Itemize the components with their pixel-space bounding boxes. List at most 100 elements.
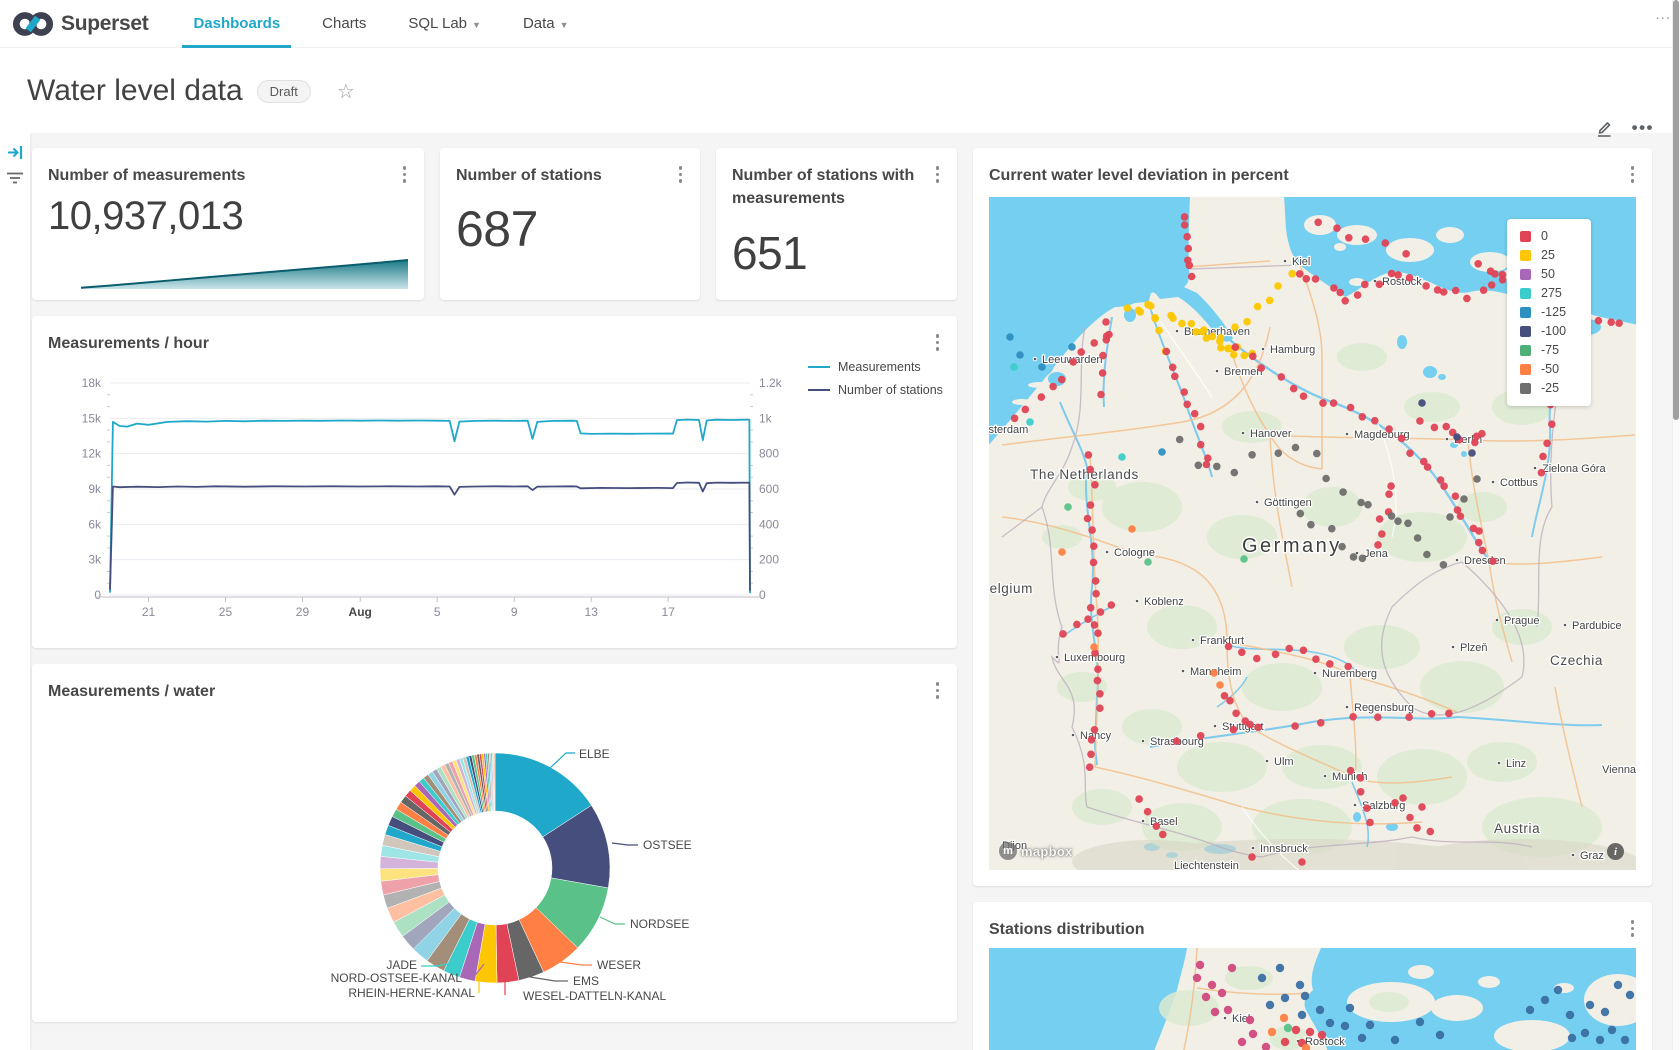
svg-text:Austria: Austria bbox=[1494, 821, 1540, 836]
legend-swatch bbox=[1520, 269, 1531, 280]
svg-text:Czechia: Czechia bbox=[1550, 653, 1603, 668]
svg-text:Vienna: Vienna bbox=[1602, 764, 1636, 776]
chart-kebab-menu-icon[interactable] bbox=[677, 164, 685, 185]
svg-text:Bremen: Bremen bbox=[1224, 366, 1263, 378]
chart-kebab-menu-icon[interactable] bbox=[401, 164, 409, 185]
chart-title: Measurements / hour bbox=[48, 335, 209, 352]
nav-item-data[interactable]: Data ▼ bbox=[522, 15, 569, 32]
svg-text:ELBE: ELBE bbox=[579, 747, 610, 761]
svg-text:Pardubice: Pardubice bbox=[1572, 620, 1622, 632]
nav-item-charts[interactable]: Charts bbox=[322, 15, 367, 32]
chart-title: Stations distribution bbox=[989, 921, 1145, 938]
nav-item-dashboards[interactable]: Dashboards bbox=[172, 0, 301, 48]
legend-label: 50 bbox=[1541, 267, 1555, 281]
svg-text:Plzeň: Plzeň bbox=[1460, 642, 1488, 654]
svg-text:0: 0 bbox=[759, 588, 766, 602]
expand-filters-icon[interactable] bbox=[7, 145, 24, 160]
big-number-value: 687 bbox=[456, 201, 538, 257]
chart-kebab-menu-icon[interactable] bbox=[934, 680, 942, 701]
svg-text:400: 400 bbox=[759, 517, 779, 531]
legend-swatch bbox=[1520, 288, 1531, 299]
line-chart-card: Measurements / hour 0 0 3k 200 6k 400 9k 600 12k… bbox=[32, 316, 957, 648]
svg-text:0: 0 bbox=[94, 588, 101, 602]
map-legend-item: -100 bbox=[1520, 325, 1591, 337]
svg-text:800: 800 bbox=[759, 447, 779, 461]
favorite-star-icon[interactable]: ☆ bbox=[336, 80, 355, 103]
chart-kebab-menu-icon[interactable] bbox=[934, 332, 942, 353]
svg-text:NORD-OSTSEE-KANAL: NORD-OSTSEE-KANAL bbox=[331, 971, 463, 985]
svg-text:Linz: Linz bbox=[1506, 758, 1526, 770]
donut-chart-card: Measurements / water ELBE OSTSEE NORDSEE WE… bbox=[32, 664, 957, 1022]
top-nav: Superset Dashboards Charts SQL Lab ▼ Data… bbox=[0, 0, 1680, 48]
svg-text:RHEIN-HERNE-KANAL: RHEIN-HERNE-KANAL bbox=[348, 986, 475, 1000]
page-scrollbar[interactable] bbox=[1672, 0, 1680, 1050]
mapbox-attribution[interactable]: m mapbox bbox=[999, 842, 1073, 860]
legend-swatch bbox=[1520, 307, 1531, 318]
legend-item[interactable]: Measurements bbox=[808, 360, 943, 374]
svg-text:Kiel: Kiel bbox=[1232, 1013, 1250, 1025]
svg-text:Koblenz: Koblenz bbox=[1144, 596, 1184, 608]
svg-text:Innsbruck: Innsbruck bbox=[1260, 843, 1308, 855]
svg-text:Graz: Graz bbox=[1580, 850, 1604, 862]
svg-text:Jena: Jena bbox=[1364, 548, 1389, 560]
legend-swatch bbox=[808, 365, 830, 369]
filter-list-icon[interactable] bbox=[7, 172, 23, 185]
svg-text:Rostock: Rostock bbox=[1305, 1036, 1345, 1048]
svg-text:EMS: EMS bbox=[573, 974, 599, 988]
deckgl-map[interactable]: Kiel Rostock bbox=[989, 948, 1636, 1050]
chart-legend: Measurements Number of stations bbox=[808, 360, 943, 397]
dashboard-menu-icon[interactable]: ••• bbox=[1631, 118, 1654, 137]
svg-text:Rostock: Rostock bbox=[1382, 276, 1422, 288]
superset-logo[interactable]: Superset bbox=[0, 9, 149, 39]
svg-text:Hamburg: Hamburg bbox=[1270, 344, 1315, 356]
chart-kebab-menu-icon[interactable] bbox=[1629, 164, 1637, 185]
svg-text:9: 9 bbox=[511, 605, 518, 619]
svg-text:21: 21 bbox=[142, 605, 156, 619]
map-legend-item: -125 bbox=[1520, 306, 1591, 318]
svg-text:Zielona Góra: Zielona Góra bbox=[1542, 463, 1606, 475]
legend-label: -75 bbox=[1541, 343, 1560, 357]
legend-swatch bbox=[1520, 345, 1531, 356]
caret-down-icon: ▼ bbox=[472, 19, 481, 30]
svg-text:9k: 9k bbox=[88, 482, 102, 496]
svg-text:Magdeburg: Magdeburg bbox=[1354, 429, 1410, 441]
map-legend-item: 50 bbox=[1520, 267, 1591, 281]
legend-swatch bbox=[808, 388, 830, 392]
mapbox-logo-icon: m bbox=[999, 842, 1017, 860]
svg-text:Amsterdam: Amsterdam bbox=[989, 424, 1028, 436]
svg-text:13: 13 bbox=[585, 605, 599, 619]
svg-text:Frankfurt: Frankfurt bbox=[1200, 635, 1244, 647]
legend-swatch bbox=[1520, 364, 1531, 375]
chart-kebab-menu-icon[interactable] bbox=[934, 164, 942, 185]
legend-item[interactable]: Number of stations bbox=[808, 383, 943, 397]
edit-pencil-icon[interactable] bbox=[1594, 118, 1614, 138]
svg-text:Göttingen: Göttingen bbox=[1264, 497, 1312, 509]
big-number-value: 10,937,013 bbox=[48, 194, 244, 238]
svg-text:Ulm: Ulm bbox=[1274, 756, 1294, 768]
svg-text:200: 200 bbox=[759, 553, 779, 567]
line-chart: 0 0 3k 200 6k 400 9k 600 12k 800 15k 1k 18k 1.2k 21 25 2… bbox=[82, 376, 783, 619]
svg-text:29: 29 bbox=[296, 605, 310, 619]
svg-text:OSTSEE: OSTSEE bbox=[643, 838, 692, 852]
svg-text:17: 17 bbox=[662, 605, 676, 619]
map-info-icon[interactable]: i bbox=[1607, 843, 1624, 860]
svg-text:NORDSEE: NORDSEE bbox=[630, 917, 689, 931]
nav-item-sql-lab[interactable]: SQL Lab ▼ bbox=[408, 15, 481, 32]
map-legend-item: -75 bbox=[1520, 343, 1591, 357]
svg-text:1.2k: 1.2k bbox=[759, 376, 783, 390]
svg-text:600: 600 bbox=[759, 482, 779, 496]
chart-title: Number of stations bbox=[456, 167, 602, 184]
map-canvas[interactable]: Kiel Rostock bbox=[989, 948, 1636, 1050]
nav-overflow-menu[interactable]: ... bbox=[1655, 6, 1671, 23]
legend-label: 275 bbox=[1541, 286, 1562, 300]
donut-chart[interactable]: ELBE OSTSEE NORDSEE WESER EMSWESEL-DATTELN-K… bbox=[32, 664, 957, 1022]
page-title: Water level data bbox=[27, 74, 243, 107]
chart-kebab-menu-icon[interactable] bbox=[1629, 918, 1637, 939]
chart-title: Number of stations with measurements bbox=[732, 167, 915, 207]
svg-text:5: 5 bbox=[434, 605, 441, 619]
svg-text:Luxembourg: Luxembourg bbox=[1064, 652, 1125, 664]
scrollbar-thumb[interactable] bbox=[1673, 0, 1679, 420]
svg-text:Regensburg: Regensburg bbox=[1354, 702, 1414, 714]
mapbox-wordmark: mapbox bbox=[1021, 843, 1073, 859]
svg-text:Cottbus: Cottbus bbox=[1500, 477, 1538, 489]
